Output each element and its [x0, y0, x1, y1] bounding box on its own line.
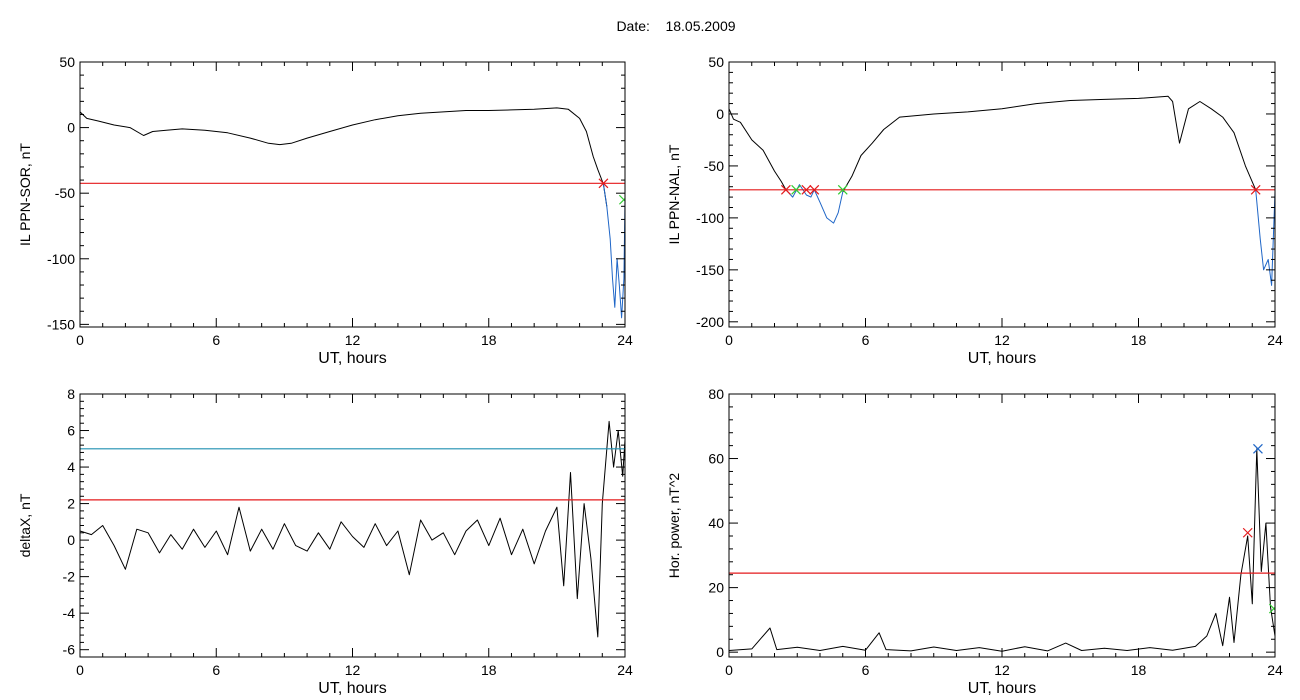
panel-deltax-xtick-label-0: 0 — [76, 662, 84, 678]
panel-sor-ytick-label--150: -150 — [47, 316, 75, 332]
panel-sor-marker-1-b — [618, 197, 625, 205]
panel-nal-marker-4-b — [791, 184, 802, 195]
panel-nal-xtick-label-6: 6 — [862, 332, 870, 348]
panel-nal-ytick-label--200: -200 — [696, 314, 724, 330]
panel-sor-ytick-label-0: 0 — [67, 120, 75, 136]
figure-title: Date: 18.05.2009 — [0, 18, 1300, 34]
panel-nal-xtick-label-12: 12 — [994, 332, 1010, 348]
date-label: Date: — [616, 18, 650, 34]
panel-deltax-ylabel: deltaX, nT — [17, 493, 33, 557]
panel-deltax-plot-area — [80, 420, 625, 638]
panel-nal-plot-area — [729, 95, 1275, 286]
panel-sor-xtick-label-0: 0 — [76, 332, 84, 348]
panel-deltax-ytick-label--4: -4 — [63, 605, 76, 621]
panel-nal: 0 6 12 18 24 -200 -150 -100 -50 0 50 UT, hours IL PP… — [666, 54, 1283, 367]
panel-nal-frame — [728, 61, 1276, 328]
panel-sor-xlabel: UT, hours — [318, 350, 386, 367]
panel-hpower-xtick-label-0: 0 — [725, 662, 733, 678]
panel-hpower-xlabel: UT, hours — [968, 680, 1036, 697]
panel-deltax-ytick-label-0: 0 — [67, 532, 75, 548]
panel-hpower-marker-1-b — [1253, 443, 1263, 454]
panel-deltax-xtick-label-12: 12 — [345, 662, 361, 678]
panel-hpower-ytick-label-60: 60 — [708, 451, 724, 467]
panel-hpower-ylabel: Hor. power, nT^2 — [666, 473, 682, 579]
panel-hpower-marker-0 — [1242, 527, 1253, 538]
panel-nal-series-highlight-3 — [1255, 189, 1275, 286]
panel-nal-ytick-label-0: 0 — [716, 106, 724, 122]
panel-sor-xtick-label-6: 6 — [212, 332, 220, 348]
panel-nal-marker-0-b — [780, 184, 791, 195]
panel-hpower-marker-0-b — [1242, 527, 1253, 538]
panel-nal-ytick-label--150: -150 — [696, 262, 724, 278]
panel-hpower-marker-2 — [1268, 603, 1275, 614]
panel-hpower-marker-1 — [1253, 443, 1263, 454]
panel-sor-marker-0-b — [598, 178, 609, 189]
panel-sor-ytick-label--100: -100 — [47, 251, 75, 267]
panel-nal-xtick-label-0: 0 — [725, 332, 733, 348]
panel-nal-xlabel: UT, hours — [968, 350, 1036, 367]
panel-nal-ytick-label-50: 50 — [708, 54, 724, 70]
panel-deltax-series-trace-0 — [80, 420, 625, 638]
panel-nal-marker-3-b — [1250, 184, 1261, 195]
panel-deltax-ytick-label-2: 2 — [67, 496, 75, 512]
panel-nal-marker-2 — [809, 184, 820, 195]
panel-hpower-ytick-label-0: 0 — [716, 644, 724, 660]
panel-deltax-ytick-label--2: -2 — [63, 569, 76, 585]
panel-nal-marker-4 — [791, 184, 802, 195]
panel-nal-ytick-label--100: -100 — [696, 210, 724, 226]
panel-nal-marker-1 — [801, 184, 812, 195]
panel-sor-marker-0 — [598, 178, 609, 189]
panel-nal-marker-5-b — [837, 184, 848, 195]
panel-hpower-xtick-label-18: 18 — [1131, 662, 1147, 678]
panel-nal-xtick-label-24: 24 — [1267, 332, 1283, 348]
panel-nal-marker-3 — [1250, 184, 1261, 195]
panel-hpower-xtick-label-6: 6 — [862, 662, 870, 678]
panel-nal-ytick-label--50: -50 — [704, 158, 724, 174]
panel-deltax-xtick-label-6: 6 — [212, 662, 220, 678]
panel-sor-series-trace-0 — [80, 107, 608, 207]
panel-hpower-xtick-label-24: 24 — [1267, 662, 1283, 678]
panel-sor-ylabel: IL PPN-SOR, nT — [17, 143, 33, 246]
panel-deltax-ytick-label--6: -6 — [63, 642, 76, 658]
panel-deltax-frame — [79, 393, 626, 658]
panel-sor-xtick-label-24: 24 — [617, 332, 633, 348]
panel-nal-xtick-label-18: 18 — [1131, 332, 1147, 348]
panel-hpower-series-trace-0 — [729, 448, 1275, 652]
panel-deltax-ytick-label-4: 4 — [67, 459, 75, 475]
date-value: 18.05.2009 — [665, 18, 736, 34]
panel-deltax-xtick-label-18: 18 — [481, 662, 497, 678]
panel-nal-ylabel: IL PPN-NAL, nT — [666, 144, 682, 244]
panel-sor: 0 6 12 18 24 -150 -100 -50 0 50 UT, hours IL PPN-SO… — [17, 54, 633, 367]
panel-hpower-xtick-label-12: 12 — [994, 662, 1010, 678]
panel-nal-series-trace-0 — [729, 108, 787, 191]
panel-sor-frame — [79, 61, 626, 328]
panel-deltax-ytick-label-8: 8 — [67, 386, 75, 402]
panel-nal-marker-0 — [780, 184, 791, 195]
panel-sor-marker-1 — [618, 194, 625, 205]
panel-deltax-ytick-label-6: 6 — [67, 423, 75, 439]
panel-nal-series-trace-2 — [842, 95, 1257, 193]
panel-sor-xtick-label-12: 12 — [345, 332, 361, 348]
panel-hpower-frame — [728, 393, 1276, 658]
panel-sor-plot-area — [80, 107, 625, 319]
panel-hpower-ytick-label-40: 40 — [708, 515, 724, 531]
panel-sor-ytick-label-50: 50 — [59, 54, 75, 70]
panel-hpower-ytick-label-80: 80 — [708, 386, 724, 402]
panel-nal-marker-2-b — [809, 184, 820, 195]
panel-hpower-plot-area — [729, 443, 1275, 652]
panel-nal-marker-5 — [837, 184, 848, 195]
panel-hpower-marker-2-b — [1268, 606, 1275, 614]
panel-deltax-xlabel: UT, hours — [318, 680, 386, 697]
panel-hpower: 0 6 12 18 24 0 20 40 60 80 UT, hours Hor. power, nT… — [666, 386, 1283, 697]
panel-deltax-xtick-label-24: 24 — [617, 662, 633, 678]
panel-hpower-ytick-label-20: 20 — [708, 580, 724, 596]
panel-sor-xtick-label-18: 18 — [481, 332, 497, 348]
panel-nal-marker-1-b — [801, 184, 812, 195]
panel-sor-ytick-label--50: -50 — [55, 185, 75, 201]
